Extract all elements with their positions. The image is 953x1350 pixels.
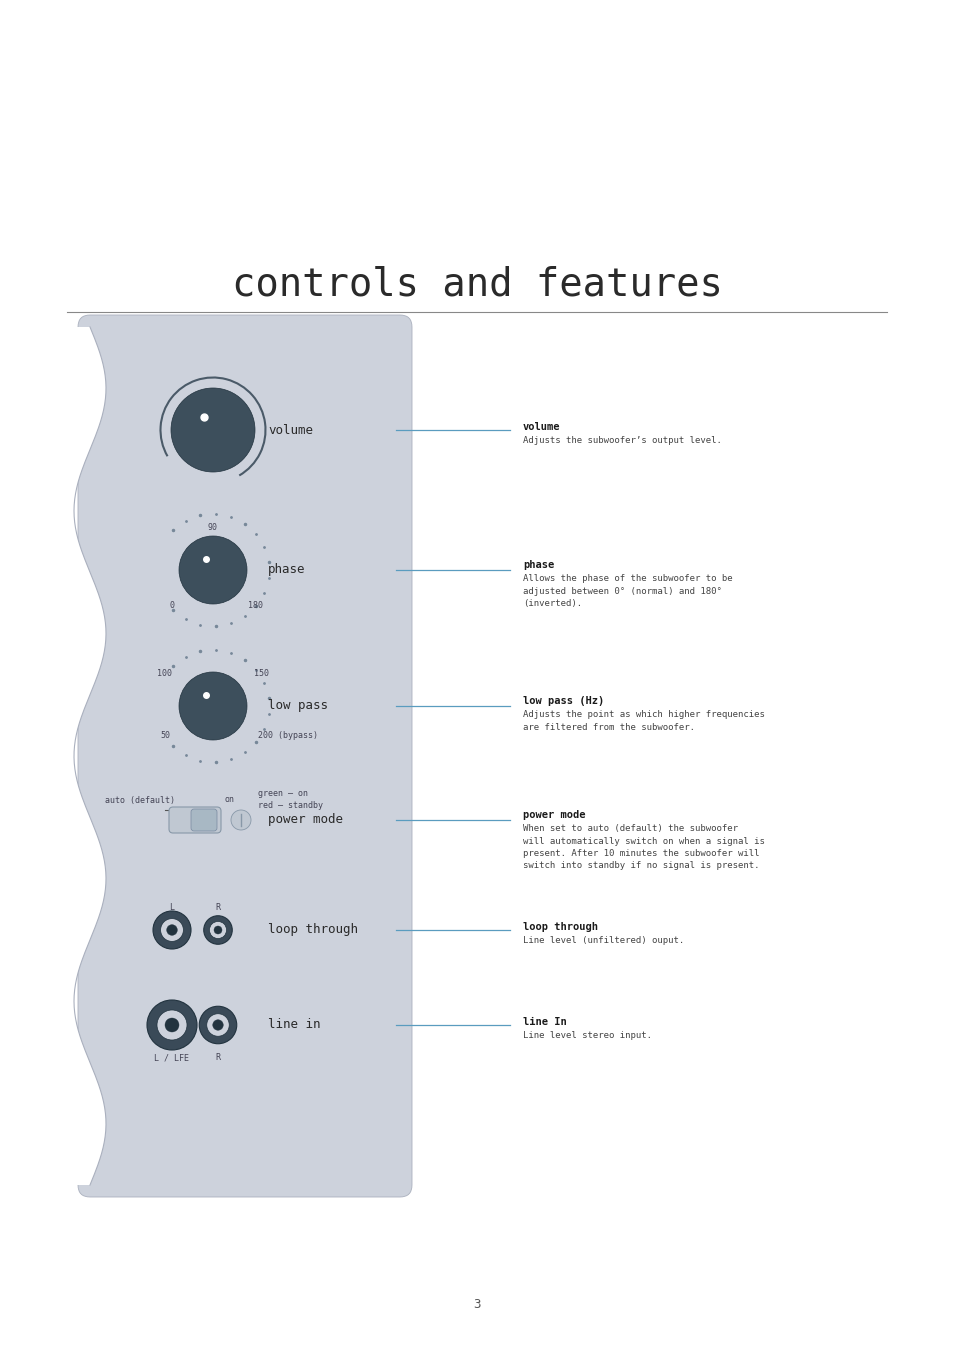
Circle shape <box>152 911 191 949</box>
Text: line in: line in <box>268 1018 320 1031</box>
Text: controls and features: controls and features <box>232 266 721 304</box>
Circle shape <box>167 925 177 936</box>
Polygon shape <box>65 327 106 1185</box>
Text: power mode: power mode <box>268 814 343 826</box>
Circle shape <box>179 536 247 603</box>
Text: Line level stereo input.: Line level stereo input. <box>522 1031 651 1040</box>
Text: low pass: low pass <box>268 699 328 713</box>
Circle shape <box>171 387 254 472</box>
Circle shape <box>231 810 251 830</box>
Circle shape <box>213 1019 223 1030</box>
Text: volume: volume <box>268 424 313 436</box>
Circle shape <box>199 1006 236 1044</box>
Circle shape <box>157 1010 187 1040</box>
Text: loop through: loop through <box>522 922 598 931</box>
Circle shape <box>165 1018 179 1031</box>
Text: Adjusts the point as which higher frequencies
are filtered from the subwoofer.: Adjusts the point as which higher freque… <box>522 710 764 732</box>
Text: 3: 3 <box>473 1299 480 1311</box>
Text: volume: volume <box>522 423 560 432</box>
Circle shape <box>204 915 232 944</box>
Text: 100: 100 <box>157 670 172 679</box>
Text: 90: 90 <box>208 522 218 532</box>
Text: 0: 0 <box>170 601 174 609</box>
Text: 180: 180 <box>248 601 263 609</box>
FancyBboxPatch shape <box>169 807 221 833</box>
Circle shape <box>160 918 183 941</box>
Text: loop through: loop through <box>268 923 357 937</box>
FancyBboxPatch shape <box>191 809 216 832</box>
Circle shape <box>210 922 226 938</box>
Circle shape <box>179 672 247 740</box>
Text: red – standby: red – standby <box>257 802 323 810</box>
Text: on: on <box>225 795 234 805</box>
Text: L: L <box>170 903 174 911</box>
Text: Allows the phase of the subwoofer to be
adjusted between 0° (normal) and 180°
(i: Allows the phase of the subwoofer to be … <box>522 574 732 608</box>
Text: When set to auto (default) the subwoofer
will automatically switch on when a sig: When set to auto (default) the subwoofer… <box>522 824 764 871</box>
Text: Line level (unfiltered) ouput.: Line level (unfiltered) ouput. <box>522 936 683 945</box>
Circle shape <box>213 926 222 934</box>
Text: line In: line In <box>522 1017 566 1027</box>
Text: 50: 50 <box>160 732 170 741</box>
Text: auto (default): auto (default) <box>105 795 174 805</box>
Text: 200 (bypass): 200 (bypass) <box>257 732 317 741</box>
Text: Adjusts the subwoofer’s output level.: Adjusts the subwoofer’s output level. <box>522 436 721 446</box>
Text: phase: phase <box>268 563 305 576</box>
Text: 150: 150 <box>254 670 269 679</box>
Text: R: R <box>215 903 220 911</box>
Circle shape <box>207 1014 229 1037</box>
Circle shape <box>147 1000 196 1050</box>
Text: low pass (Hz): low pass (Hz) <box>522 697 603 706</box>
Text: green – on: green – on <box>257 788 308 798</box>
Text: R: R <box>215 1053 220 1062</box>
Text: power mode: power mode <box>522 810 585 819</box>
Text: phase: phase <box>522 560 554 570</box>
Text: L / LFE: L / LFE <box>154 1053 190 1062</box>
FancyBboxPatch shape <box>78 315 412 1197</box>
